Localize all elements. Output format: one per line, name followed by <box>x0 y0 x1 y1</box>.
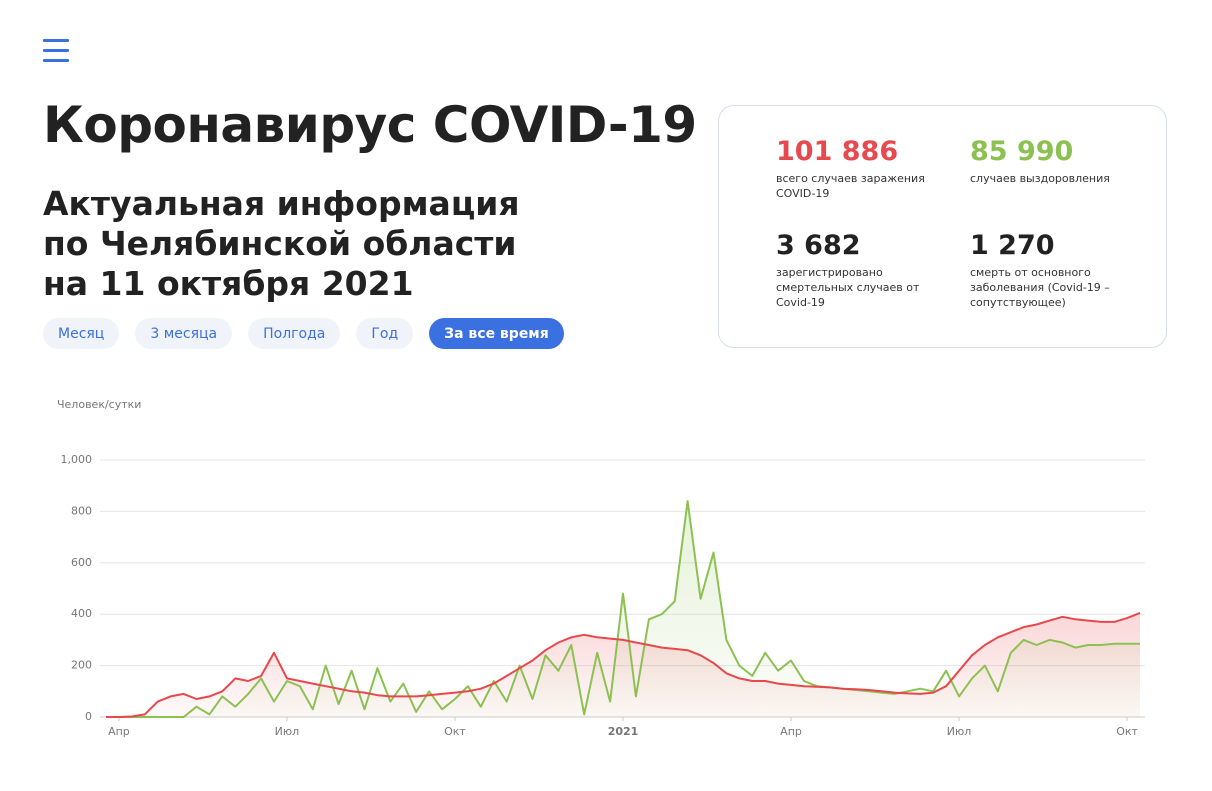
x-tick-label: Июл <box>275 725 300 738</box>
y-tick-label: 800 <box>71 504 92 517</box>
y-axis-title: Человек/сутки <box>57 398 141 411</box>
stat-value: 1 270 <box>970 230 1055 261</box>
subtitle: Актуальная информация по Челябинской обл… <box>43 184 520 304</box>
stat: 1 270 смерть от основного заболевания (Co… <box>970 230 1130 310</box>
period-button[interactable]: 3 месяца <box>135 318 233 349</box>
y-tick-label: 1,000 <box>61 453 93 466</box>
period-button[interactable]: За все время <box>429 318 564 349</box>
period-selector: Месяц 3 месяца Полгода Год За все время <box>43 318 564 349</box>
y-tick-label: 600 <box>71 556 92 569</box>
y-tick-label: 0 <box>85 710 92 723</box>
stat-label: всего случаев заражения COVID-19 <box>776 172 925 200</box>
x-tick-label: Апр <box>780 725 802 738</box>
y-tick-label: 200 <box>71 659 92 672</box>
stat-label: случаев выздоровления <box>970 172 1110 185</box>
stat-value: 85 990 <box>970 136 1074 167</box>
area <box>106 612 1140 717</box>
page-title: Коронавирус COVID-19 <box>43 96 697 154</box>
menu-button[interactable] <box>43 39 69 63</box>
area <box>106 501 1140 717</box>
stats-card: 101 886 всего случаев заражения COVID-19 … <box>718 105 1167 348</box>
x-tick-label: Июл <box>947 725 972 738</box>
period-button[interactable]: Месяц <box>43 318 120 349</box>
x-tick-label: Окт <box>444 725 466 738</box>
stat: 85 990 случаев выздоровления <box>970 136 1130 186</box>
subtitle-line: на 11 октября 2021 <box>43 264 414 303</box>
stat: 101 886 всего случаев заражения COVID-19 <box>776 136 936 201</box>
line <box>106 500 1140 718</box>
stat: 3 682 зарегистрировано смертельных случае… <box>776 230 936 310</box>
stat-value: 101 886 <box>776 136 899 167</box>
period-button[interactable]: Год <box>356 318 414 349</box>
line <box>106 611 1141 718</box>
y-tick-label: 400 <box>71 607 92 620</box>
chart: Человек/сутки 0 200 400 600 800 1,000 Апр Июл Ок… <box>57 398 1145 738</box>
x-tick-label: 2021 <box>608 725 639 738</box>
subtitle-line: по Челябинской области <box>43 224 517 263</box>
stat-label: смерть от основного заболевания (Covid-1… <box>970 266 1110 309</box>
stat-label: зарегистрировано смертельных случаев от … <box>776 266 920 309</box>
subtitle-line: Актуальная информация <box>43 184 520 223</box>
x-tick-label: Окт <box>1116 725 1138 738</box>
period-button[interactable]: Полгода <box>248 318 341 349</box>
stat-value: 3 682 <box>776 230 861 261</box>
x-tick-label: Апр <box>108 725 130 738</box>
